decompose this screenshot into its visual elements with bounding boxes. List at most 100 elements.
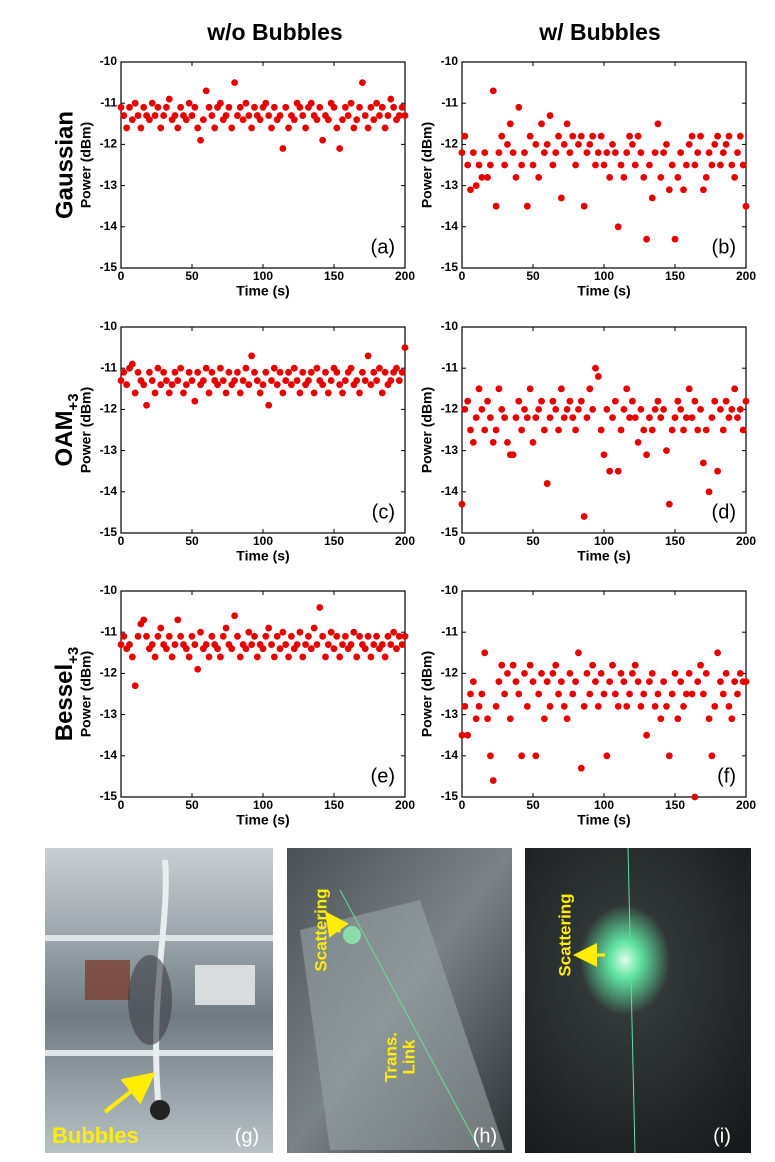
data-point <box>313 116 321 124</box>
x-tick-label: 50 <box>526 269 540 283</box>
data-point <box>117 377 125 384</box>
data-point <box>373 377 380 384</box>
x-tick-label: 200 <box>395 798 415 812</box>
data-point <box>245 381 253 389</box>
data-point <box>157 381 165 389</box>
data-point <box>316 604 324 611</box>
data-point <box>606 678 614 686</box>
data-point <box>236 103 244 111</box>
data-point <box>671 670 679 677</box>
data-point <box>387 641 395 648</box>
y-tick-label: -11 <box>441 360 458 374</box>
data-point <box>731 678 739 686</box>
y-tick-label: -12 <box>100 137 118 151</box>
data-point <box>376 112 383 119</box>
data-point <box>609 414 616 422</box>
data-point <box>199 377 207 384</box>
data-point <box>273 381 281 389</box>
row-label: OAM+3 <box>51 393 82 466</box>
data-point <box>671 414 679 422</box>
data-point <box>228 645 236 653</box>
data-point <box>634 678 642 686</box>
data-point <box>307 368 315 376</box>
data-point <box>597 670 605 677</box>
data-point <box>680 702 687 710</box>
y-tick-label: -10 <box>100 583 118 597</box>
data-point <box>728 161 736 169</box>
data-point <box>373 632 380 640</box>
data-point <box>333 632 341 640</box>
chart: 0 50 100 150 200 -15 -14 -13 -12 -11 -10 Time (s) Po… <box>78 54 416 299</box>
x-tick-label: 0 <box>118 798 125 812</box>
data-point <box>188 112 196 119</box>
data-point <box>353 653 361 661</box>
plot-area <box>120 590 406 798</box>
data-point <box>626 690 633 698</box>
data-point <box>256 116 264 124</box>
y-tick-label: -10 <box>441 54 459 68</box>
data-point <box>208 368 216 376</box>
chart: 0 50 100 150 200 -15 -14 -13 -12 -11 -10 Time (s) Po… <box>419 319 757 564</box>
data-point <box>538 120 545 128</box>
data-point <box>492 202 500 210</box>
data-point <box>268 641 275 648</box>
data-point <box>359 79 366 86</box>
data-point <box>589 661 597 669</box>
data-point <box>478 406 486 413</box>
data-point <box>594 149 602 157</box>
data-point <box>236 389 244 397</box>
data-point <box>205 389 213 397</box>
photo: Scattering (i) <box>525 847 751 1154</box>
data-point <box>552 149 560 157</box>
data-point <box>705 149 713 157</box>
data-point <box>694 426 702 434</box>
data-point <box>540 149 548 157</box>
x-tick-label: 0 <box>118 534 125 548</box>
data-point <box>117 103 125 111</box>
data-point <box>577 397 585 405</box>
y-tick-label: -12 <box>441 137 459 151</box>
data-point <box>296 389 304 397</box>
y-tick-label: -13 <box>100 178 118 192</box>
data-point <box>148 377 156 384</box>
data-point <box>160 368 168 376</box>
data-point <box>682 690 690 698</box>
data-point <box>146 116 153 124</box>
data-point <box>151 112 159 119</box>
data-point <box>640 426 648 434</box>
x-tick-label: 0 <box>459 798 466 812</box>
x-tick-label: 0 <box>118 269 125 283</box>
data-point <box>552 406 560 413</box>
data-point <box>631 414 639 422</box>
data-point <box>185 99 193 107</box>
data-point <box>614 702 622 710</box>
data-point <box>546 414 554 422</box>
data-point <box>319 632 327 640</box>
data-point <box>279 389 287 397</box>
data-point <box>495 678 503 686</box>
data-point <box>461 702 469 710</box>
y-axis-label: Power (dBm) <box>419 122 435 208</box>
x-tick-label: 50 <box>526 798 540 812</box>
data-point <box>211 124 219 132</box>
data-point <box>370 641 378 648</box>
x-tick-label: 50 <box>185 798 199 812</box>
data-point <box>702 670 710 677</box>
data-point <box>126 641 133 648</box>
data-point <box>381 653 389 661</box>
x-axis-label: Time (s) <box>577 812 630 828</box>
panel-label: (h) <box>473 1125 497 1147</box>
data-point <box>217 364 224 372</box>
y-tick-label: -12 <box>100 666 118 680</box>
data-point <box>694 678 702 686</box>
data-point <box>634 438 642 446</box>
data-point <box>592 364 599 372</box>
chart: 0 50 100 150 200 -15 -14 -13 -12 -11 -10 Time (s) Po… <box>78 319 416 564</box>
data-point <box>458 149 466 157</box>
data-point <box>316 103 324 111</box>
data-point <box>341 632 349 640</box>
data-point <box>660 149 668 157</box>
data-point <box>543 480 551 487</box>
data-point <box>575 141 582 148</box>
